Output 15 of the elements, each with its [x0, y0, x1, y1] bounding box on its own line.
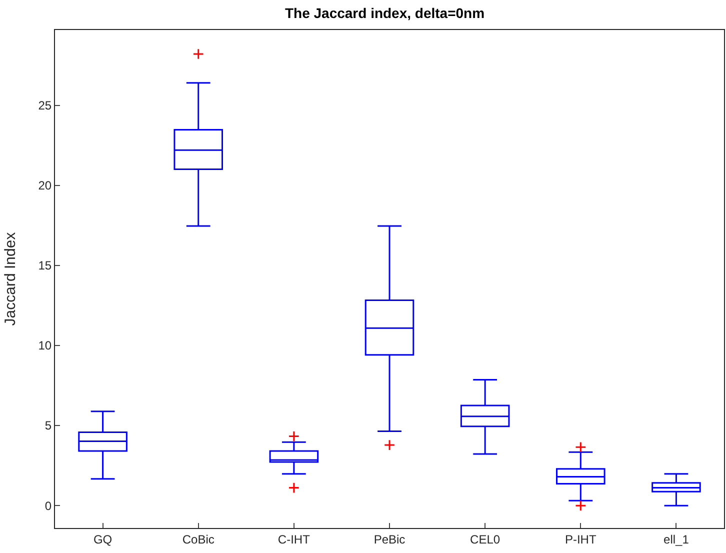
x-tick-label: C-IHT [278, 532, 311, 546]
x-tick-label: GQ [93, 532, 112, 546]
y-axis-title: Jaccard Index [2, 232, 19, 326]
x-tick-label: P-IHT [564, 532, 597, 546]
chart-title: The Jaccard index, delta=0nm [284, 5, 485, 22]
y-tick-label: 25 [38, 98, 52, 112]
x-tick-label: CoBic [182, 532, 214, 546]
x-tick-label: CEL0 [470, 532, 500, 546]
y-tick-label: 20 [38, 178, 52, 193]
x-tick-label: PeBic [374, 532, 406, 546]
x-tick-label: ell_1 [664, 532, 690, 546]
y-tick-label: 10 [38, 338, 52, 353]
y-tick-label: 5 [44, 418, 52, 433]
y-tick-label: 0 [44, 498, 52, 513]
y-tick-label: 15 [38, 258, 52, 273]
